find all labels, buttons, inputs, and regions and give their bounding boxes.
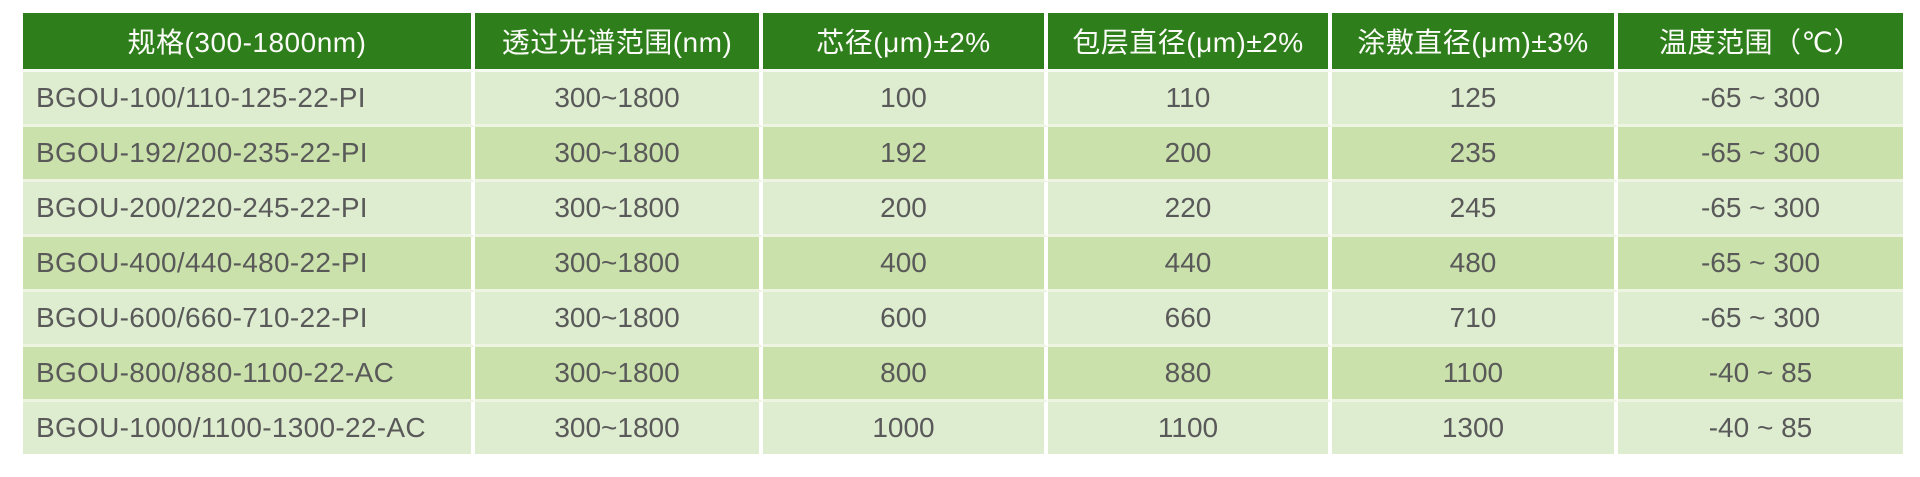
value-cell: 400	[763, 237, 1048, 292]
spec-table-container: 规格(300-1800nm) 透过光谱范围(nm) 芯径(μm)±2% 包层直径(μm…	[23, 13, 1903, 454]
value-cell: 1100	[1048, 402, 1332, 454]
table-row: BGOU-192/200-235-22-PI 300~1800 192 200 235-…	[23, 127, 1903, 182]
value-cell: 300~1800	[475, 292, 763, 347]
table-row: BGOU-800/880-1100-22-AC 300~1800 800 880 110…	[23, 347, 1903, 402]
value-cell: 440	[1048, 237, 1332, 292]
spec-table-header: 规格(300-1800nm) 透过光谱范围(nm) 芯径(μm)±2% 包层直径(μm…	[23, 13, 1903, 72]
table-row: BGOU-400/440-480-22-PI 300~1800 400 440 480-…	[23, 237, 1903, 292]
spec-table-body: BGOU-100/110-125-22-PI 300~1800 100 110 125-…	[23, 72, 1903, 454]
value-cell: -40 ~ 85	[1618, 347, 1903, 402]
column-header: 芯径(μm)±2%	[763, 13, 1048, 72]
value-cell: -65 ~ 300	[1618, 292, 1903, 347]
value-cell: -40 ~ 85	[1618, 402, 1903, 454]
model-cell: BGOU-400/440-480-22-PI	[23, 237, 475, 292]
value-cell: -65 ~ 300	[1618, 182, 1903, 237]
value-cell: 660	[1048, 292, 1332, 347]
value-cell: 710	[1332, 292, 1618, 347]
value-cell: 300~1800	[475, 402, 763, 454]
value-cell: 200	[1048, 127, 1332, 182]
value-cell: 220	[1048, 182, 1332, 237]
value-cell: 200	[763, 182, 1048, 237]
value-cell: 110	[1048, 72, 1332, 127]
column-header: 透过光谱范围(nm)	[475, 13, 763, 72]
value-cell: -65 ~ 300	[1618, 237, 1903, 292]
value-cell: 600	[763, 292, 1048, 347]
value-cell: 880	[1048, 347, 1332, 402]
column-header: 涂敷直径(μm)±3%	[1332, 13, 1618, 72]
model-cell: BGOU-800/880-1100-22-AC	[23, 347, 475, 402]
value-cell: 1000	[763, 402, 1048, 454]
value-cell: 192	[763, 127, 1048, 182]
value-cell: 125	[1332, 72, 1618, 127]
value-cell: 300~1800	[475, 237, 763, 292]
table-row: BGOU-600/660-710-22-PI 300~1800 600 660 710-…	[23, 292, 1903, 347]
column-header: 包层直径(μm)±2%	[1048, 13, 1332, 72]
model-cell: BGOU-200/220-245-22-PI	[23, 182, 475, 237]
model-cell: BGOU-1000/1100-1300-22-AC	[23, 402, 475, 454]
table-row: BGOU-200/220-245-22-PI 300~1800 200 220 245-…	[23, 182, 1903, 237]
value-cell: -65 ~ 300	[1618, 127, 1903, 182]
spec-table: 规格(300-1800nm) 透过光谱范围(nm) 芯径(μm)±2% 包层直径(μm…	[23, 13, 1903, 454]
value-cell: 300~1800	[475, 347, 763, 402]
value-cell: 235	[1332, 127, 1618, 182]
model-cell: BGOU-100/110-125-22-PI	[23, 72, 475, 127]
value-cell: -65 ~ 300	[1618, 72, 1903, 127]
value-cell: 300~1800	[475, 127, 763, 182]
value-cell: 800	[763, 347, 1048, 402]
value-cell: 300~1800	[475, 72, 763, 127]
column-header: 规格(300-1800nm)	[23, 13, 475, 72]
value-cell: 480	[1332, 237, 1618, 292]
header-row: 规格(300-1800nm) 透过光谱范围(nm) 芯径(μm)±2% 包层直径(μm…	[23, 13, 1903, 72]
table-row: BGOU-1000/1100-1300-22-AC 300~1800 1000 110…	[23, 402, 1903, 454]
value-cell: 245	[1332, 182, 1618, 237]
model-cell: BGOU-600/660-710-22-PI	[23, 292, 475, 347]
value-cell: 1300	[1332, 402, 1618, 454]
value-cell: 100	[763, 72, 1048, 127]
model-cell: BGOU-192/200-235-22-PI	[23, 127, 475, 182]
table-row: BGOU-100/110-125-22-PI 300~1800 100 110 125-…	[23, 72, 1903, 127]
value-cell: 300~1800	[475, 182, 763, 237]
value-cell: 1100	[1332, 347, 1618, 402]
column-header: 温度范围（℃）	[1618, 13, 1903, 72]
